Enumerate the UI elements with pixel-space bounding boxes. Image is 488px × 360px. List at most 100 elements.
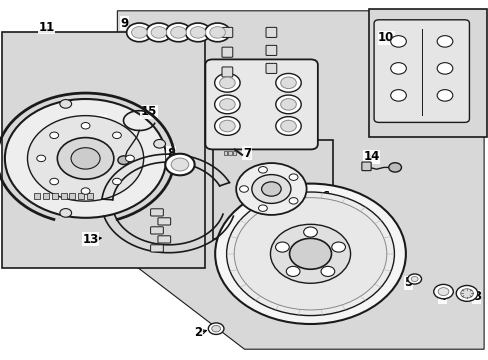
Circle shape xyxy=(50,178,59,185)
Text: 4: 4 xyxy=(438,291,446,303)
Circle shape xyxy=(285,266,299,276)
Circle shape xyxy=(60,208,71,217)
Circle shape xyxy=(190,27,205,38)
FancyBboxPatch shape xyxy=(87,193,93,199)
Circle shape xyxy=(261,182,281,196)
Circle shape xyxy=(433,284,452,299)
Text: 5: 5 xyxy=(404,276,411,289)
FancyBboxPatch shape xyxy=(205,59,317,149)
Circle shape xyxy=(112,132,121,139)
FancyBboxPatch shape xyxy=(158,236,170,243)
FancyBboxPatch shape xyxy=(373,20,468,122)
Circle shape xyxy=(390,63,406,74)
Circle shape xyxy=(288,174,297,180)
Circle shape xyxy=(126,23,152,42)
FancyBboxPatch shape xyxy=(265,45,276,55)
Text: 15: 15 xyxy=(141,105,157,118)
FancyBboxPatch shape xyxy=(265,27,276,37)
Circle shape xyxy=(275,242,289,252)
Circle shape xyxy=(208,323,224,334)
Text: 9: 9 xyxy=(121,17,128,30)
Circle shape xyxy=(331,242,345,252)
Circle shape xyxy=(388,163,401,172)
Circle shape xyxy=(81,122,90,129)
Circle shape xyxy=(146,23,171,42)
Text: 1: 1 xyxy=(257,233,265,246)
FancyBboxPatch shape xyxy=(222,47,232,57)
FancyBboxPatch shape xyxy=(61,193,66,199)
Text: 13: 13 xyxy=(72,184,89,197)
Circle shape xyxy=(289,238,331,269)
Circle shape xyxy=(436,63,452,74)
FancyBboxPatch shape xyxy=(43,193,49,199)
Text: 2: 2 xyxy=(194,327,202,339)
Text: 7: 7 xyxy=(243,147,250,159)
Circle shape xyxy=(258,167,267,173)
FancyBboxPatch shape xyxy=(158,218,170,225)
Circle shape xyxy=(37,155,45,162)
Bar xyxy=(368,9,486,137)
Circle shape xyxy=(280,99,296,110)
Circle shape xyxy=(239,186,248,192)
Circle shape xyxy=(27,116,143,201)
Circle shape xyxy=(321,266,334,276)
FancyBboxPatch shape xyxy=(222,67,232,77)
Circle shape xyxy=(275,117,301,135)
Circle shape xyxy=(390,90,406,101)
Circle shape xyxy=(234,198,386,310)
FancyBboxPatch shape xyxy=(150,209,163,216)
FancyBboxPatch shape xyxy=(265,63,276,73)
Bar xyxy=(212,140,332,239)
Circle shape xyxy=(171,158,188,171)
FancyBboxPatch shape xyxy=(34,193,40,199)
Circle shape xyxy=(131,27,147,38)
Circle shape xyxy=(407,274,421,284)
FancyBboxPatch shape xyxy=(150,245,163,252)
Text: 12: 12 xyxy=(89,116,106,129)
Circle shape xyxy=(81,188,90,194)
FancyBboxPatch shape xyxy=(361,162,370,171)
Text: 6: 6 xyxy=(321,190,328,203)
Bar xyxy=(2,32,205,268)
Circle shape xyxy=(185,23,210,42)
Circle shape xyxy=(436,36,452,47)
Circle shape xyxy=(209,27,225,38)
Polygon shape xyxy=(117,11,483,349)
Circle shape xyxy=(455,285,477,301)
Circle shape xyxy=(214,117,240,135)
FancyBboxPatch shape xyxy=(52,193,58,199)
Text: 14: 14 xyxy=(363,150,379,163)
Circle shape xyxy=(219,99,235,110)
Circle shape xyxy=(219,77,235,89)
Circle shape xyxy=(280,120,296,132)
Circle shape xyxy=(214,73,240,92)
Circle shape xyxy=(204,23,230,42)
Circle shape xyxy=(226,192,394,316)
Circle shape xyxy=(251,175,290,203)
Text: 10: 10 xyxy=(377,31,394,44)
Circle shape xyxy=(125,155,134,162)
Circle shape xyxy=(153,139,165,148)
Circle shape xyxy=(275,95,301,114)
Circle shape xyxy=(50,132,59,139)
FancyBboxPatch shape xyxy=(78,193,84,199)
Circle shape xyxy=(215,184,405,324)
Text: 11: 11 xyxy=(38,21,55,33)
Circle shape xyxy=(303,227,317,237)
Circle shape xyxy=(211,325,220,332)
Circle shape xyxy=(112,178,121,185)
Circle shape xyxy=(219,120,235,132)
Text: 3: 3 xyxy=(472,291,480,303)
Circle shape xyxy=(270,224,350,283)
Circle shape xyxy=(288,198,297,204)
Circle shape xyxy=(170,27,186,38)
FancyBboxPatch shape xyxy=(69,193,75,199)
Circle shape xyxy=(60,100,71,108)
Circle shape xyxy=(165,23,191,42)
Circle shape xyxy=(275,73,301,92)
Circle shape xyxy=(390,36,406,47)
Text: 13: 13 xyxy=(82,233,99,246)
Circle shape xyxy=(165,154,194,175)
Circle shape xyxy=(280,77,296,89)
Text: 8: 8 xyxy=(167,147,175,159)
